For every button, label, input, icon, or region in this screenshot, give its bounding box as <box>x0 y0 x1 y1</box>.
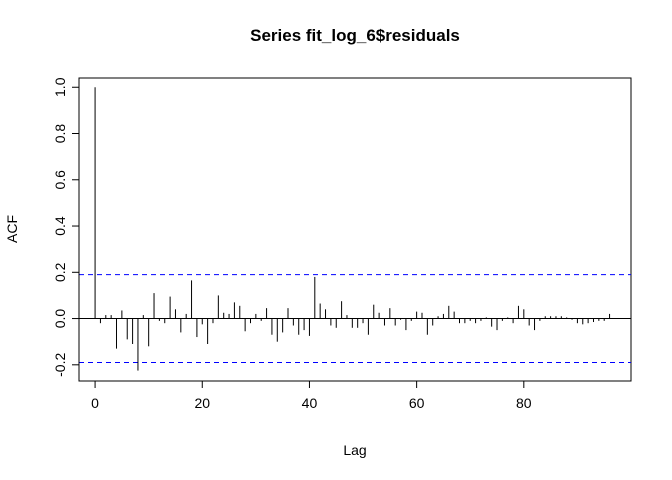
plot-frame <box>78 77 632 382</box>
y-tick-label: 0.8 <box>52 124 68 144</box>
x-tick-label: 60 <box>409 395 425 411</box>
y-tick-label: -0.2 <box>52 353 68 377</box>
y-tick-label: 0.2 <box>52 262 68 282</box>
x-axis: 0 20 40 60 80 <box>91 380 532 411</box>
y-tick-label: 1.0 <box>52 77 68 97</box>
x-tick-label: 80 <box>516 395 532 411</box>
x-tick-label: 0 <box>91 395 99 411</box>
y-tick-label: 0.6 <box>52 170 68 190</box>
y-axis: -0.2 0.0 0.2 0.4 0.6 0.8 1.0 <box>52 77 80 377</box>
x-tick-label: 20 <box>194 395 210 411</box>
x-axis-label: Lag <box>343 442 366 458</box>
y-tick-label: 0.0 <box>52 309 68 329</box>
y-tick-label: 0.4 <box>52 216 68 236</box>
chart-title: Series fit_log_6$residuals <box>250 26 460 45</box>
confidence-bounds <box>79 274 631 363</box>
x-tick-label: 40 <box>302 395 318 411</box>
acf-bars <box>94 87 611 371</box>
y-axis-label: ACF <box>4 215 20 243</box>
